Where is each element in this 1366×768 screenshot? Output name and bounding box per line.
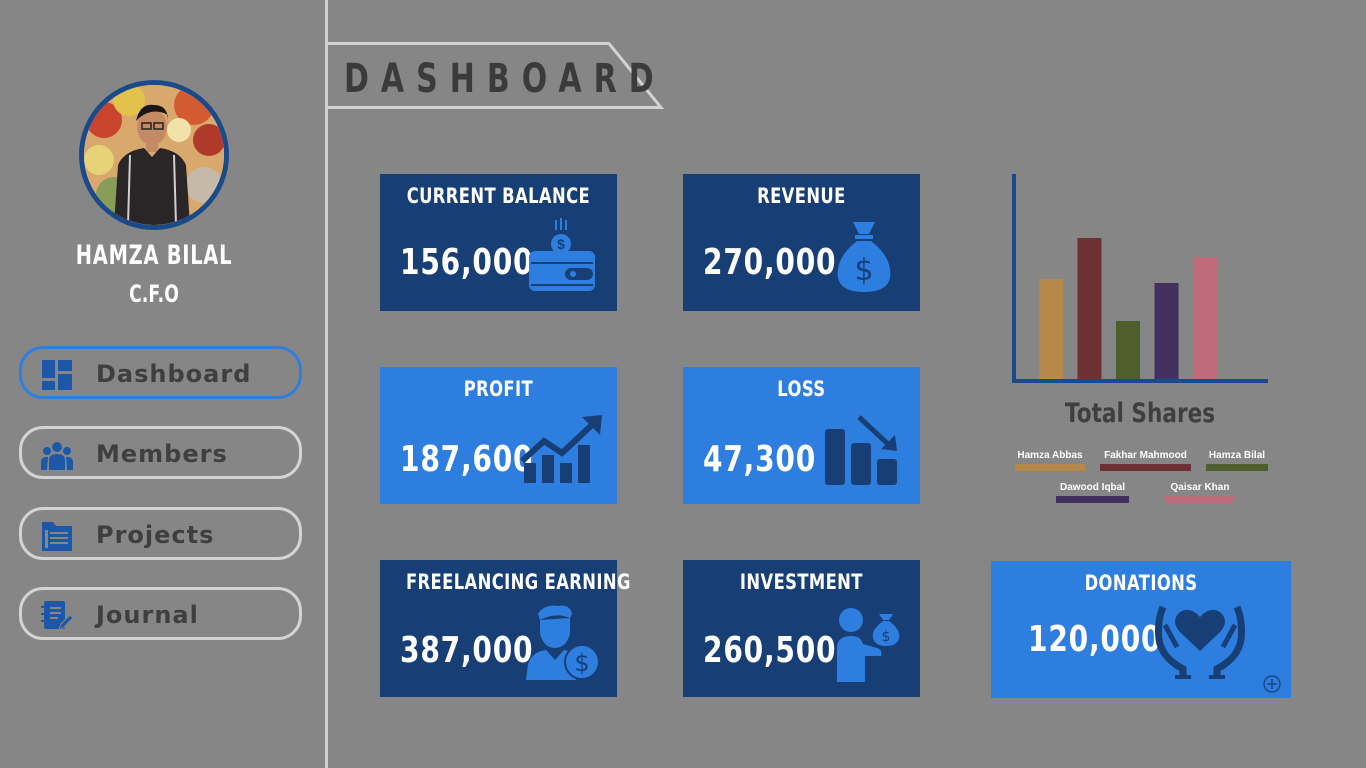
card-value: 47,300 bbox=[703, 439, 817, 480]
card-value: 260,500 bbox=[703, 630, 837, 671]
bar-hamza-bilal bbox=[1116, 321, 1140, 379]
bar-qaisar-khan bbox=[1193, 257, 1217, 379]
bar-hamza-abbas bbox=[1039, 279, 1063, 379]
svg-text:$: $ bbox=[574, 649, 589, 677]
legend-label: Dawood Iqbal bbox=[1060, 482, 1125, 493]
card-value: 270,000 bbox=[703, 242, 837, 283]
investment-card[interactable]: INVESTMENT 260,500 $ bbox=[683, 560, 920, 697]
title-banner bbox=[327, 42, 665, 109]
wallet-icon: $ bbox=[529, 218, 595, 291]
legend-swatch bbox=[1100, 464, 1191, 471]
sidebar-divider bbox=[325, 0, 328, 768]
nav-item-journal[interactable]: Journal bbox=[19, 587, 302, 640]
legend-swatch bbox=[1015, 464, 1085, 471]
profile-role: C.F.O bbox=[129, 280, 179, 308]
profit-card[interactable]: PROFIT 187,600 bbox=[380, 367, 617, 504]
investment-icon: $ bbox=[837, 608, 900, 682]
nav-item-members[interactable]: Members bbox=[19, 426, 302, 479]
nav-label-members: Members bbox=[96, 440, 228, 468]
card-value: 387,000 bbox=[400, 630, 534, 671]
revenue-card[interactable]: REVENUE 270,000 $ bbox=[683, 174, 920, 311]
nav-item-projects[interactable]: Projects bbox=[19, 507, 302, 560]
card-title: CURRENT BALANCE bbox=[406, 184, 591, 208]
svg-text:$: $ bbox=[854, 253, 873, 288]
nav-label-dashboard: Dashboard bbox=[96, 360, 252, 388]
card-title: PROFIT bbox=[463, 377, 534, 401]
money-bag-icon: $ bbox=[837, 222, 891, 292]
nav-label-projects: Projects bbox=[96, 521, 215, 549]
bar-fakhar-mahmood bbox=[1077, 238, 1102, 379]
legend-label: Qaisar Khan bbox=[1170, 482, 1230, 493]
svg-text:$: $ bbox=[882, 629, 891, 645]
svg-text:$: $ bbox=[557, 236, 565, 252]
freelancing-card[interactable]: FREELANCING EARNING 387,000 $ bbox=[380, 560, 631, 697]
freelancer-icon: $ bbox=[526, 605, 600, 680]
nav-label-journal: Journal bbox=[96, 601, 199, 629]
nav-item-dashboard[interactable]: Dashboard bbox=[19, 346, 302, 399]
page-title: DASHBOARD bbox=[344, 56, 666, 102]
card-value: 187,600 bbox=[400, 439, 534, 480]
legend-label: Fakhar Mahmood bbox=[1104, 450, 1187, 461]
card-title: LOSS bbox=[777, 377, 826, 401]
projects-icon bbox=[42, 522, 72, 551]
current-balance-card[interactable]: CURRENT BALANCE 156,000 $ bbox=[380, 174, 617, 311]
card-title: INVESTMENT bbox=[739, 570, 863, 594]
loss-card[interactable]: LOSS 47,300 bbox=[683, 367, 920, 504]
card-title: FREELANCING EARNING bbox=[405, 570, 631, 594]
journal-icon bbox=[41, 601, 73, 632]
donation-icon bbox=[1155, 605, 1245, 679]
legend-swatch bbox=[1166, 496, 1234, 503]
chart-title: Total Shares bbox=[1064, 398, 1216, 429]
sidebar: HAMZA BILAL C.F.O Dashboard Members bbox=[0, 0, 326, 768]
avatar-photo bbox=[84, 85, 224, 225]
legend-swatch bbox=[1056, 496, 1129, 503]
dashboard-icon bbox=[42, 360, 72, 390]
shares-bar-chart bbox=[1012, 174, 1268, 383]
trend-up-icon bbox=[520, 415, 602, 483]
legend-label: Hamza Abbas bbox=[1017, 450, 1083, 461]
profile-name: HAMZA BILAL bbox=[75, 240, 233, 271]
card-value: 156,000 bbox=[400, 242, 534, 283]
avatar[interactable] bbox=[79, 80, 229, 230]
legend-label: Hamza Bilal bbox=[1208, 450, 1266, 461]
card-value: 120,000 bbox=[1028, 619, 1162, 660]
bar-dawood-iqbal bbox=[1154, 283, 1179, 379]
trend-down-icon bbox=[825, 415, 897, 485]
donations-card[interactable]: DONATIONS 120,000 bbox=[991, 561, 1291, 698]
members-icon bbox=[41, 442, 73, 470]
legend-swatch bbox=[1206, 464, 1268, 471]
card-title: REVENUE bbox=[757, 184, 846, 208]
card-title: DONATIONS bbox=[1084, 571, 1198, 595]
add-icon[interactable] bbox=[1263, 675, 1281, 693]
